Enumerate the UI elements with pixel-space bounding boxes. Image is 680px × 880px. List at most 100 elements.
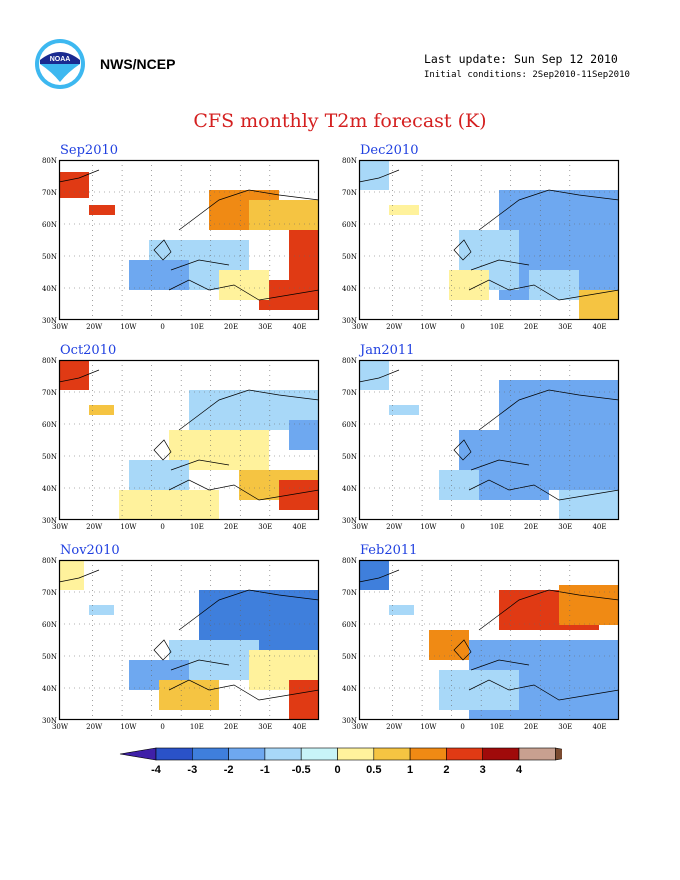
- lat-label: 80N: [42, 357, 57, 365]
- lat-label: 50N: [42, 453, 57, 461]
- lon-label: 20W: [86, 323, 103, 331]
- lat-label: 40N: [342, 485, 357, 493]
- lat-label: 30N: [342, 317, 357, 325]
- lat-label: 50N: [42, 653, 57, 661]
- lat-label: 70N: [342, 589, 357, 597]
- colorbar-segment: [409, 747, 447, 761]
- lon-label: 40E: [292, 723, 306, 731]
- panel-title-dec2010: Dec2010: [360, 143, 419, 158]
- lat-label: 30N: [42, 717, 57, 725]
- colorbar-label: 1: [407, 764, 413, 776]
- anomaly-region: [219, 270, 269, 300]
- colorbar: -4 -3 -2 -1 -0.5 0 0.5 1 2 3 4: [119, 747, 562, 776]
- lon-label: 0: [460, 323, 464, 331]
- lon-label: 30W: [352, 723, 369, 731]
- coastline: [58, 569, 320, 701]
- map-frame: [58, 559, 320, 721]
- lat-label: 70N: [42, 189, 57, 197]
- lon-label: 20W: [86, 523, 103, 531]
- lon-label: 0: [160, 323, 164, 331]
- anomaly-region: [59, 360, 89, 390]
- lon-label: 30E: [558, 323, 572, 331]
- lon-label: 40E: [292, 523, 306, 531]
- colorbar-label: -1: [260, 764, 270, 776]
- lon-label: 20E: [224, 323, 238, 331]
- colorbar-segment: [228, 747, 266, 761]
- lon-label: 10W: [420, 723, 437, 731]
- anomaly-region: [129, 260, 189, 290]
- lat-label: 70N: [342, 189, 357, 197]
- anomaly-region: [449, 270, 489, 300]
- lat-label: 70N: [42, 389, 57, 397]
- lat-label: 40N: [342, 285, 357, 293]
- anomaly-region: [289, 420, 319, 450]
- colorbar-label: -0.5: [292, 764, 311, 776]
- colorbar-label: -2: [224, 764, 234, 776]
- lat-label: 80N: [342, 157, 357, 165]
- anomaly-region: [439, 470, 479, 500]
- anomaly-region: [359, 560, 389, 590]
- lon-label: 10W: [420, 523, 437, 531]
- anomaly-region: [579, 290, 619, 320]
- anomaly-region: [389, 205, 419, 215]
- colorbar-label: -4: [151, 764, 162, 776]
- lat-label: 40N: [42, 285, 57, 293]
- lon-label: 20W: [386, 723, 403, 731]
- lon-label: 30W: [352, 523, 369, 531]
- colorbar-label: -3: [187, 764, 197, 776]
- anomaly-region: [249, 200, 319, 230]
- anomaly-region: [89, 205, 115, 215]
- anomaly-region: [389, 605, 414, 615]
- colorbar-label: 3: [480, 764, 486, 776]
- lon-label: 40E: [592, 723, 606, 731]
- anomaly-region: [529, 270, 579, 300]
- lon-label: 20W: [386, 523, 403, 531]
- lon-label: 30W: [52, 323, 69, 331]
- lon-label: 10E: [190, 723, 204, 731]
- lat-label: 70N: [342, 389, 357, 397]
- anomaly-region: [439, 670, 519, 710]
- coastline: [358, 569, 620, 701]
- lon-label: 0: [460, 723, 464, 731]
- lat-label: 50N: [42, 253, 57, 261]
- anomaly-region: [289, 680, 319, 720]
- colorbar-segment: [482, 747, 520, 761]
- agency-label: NWS/NCEP: [100, 56, 176, 72]
- map-frame: [358, 159, 620, 321]
- noaa-logo-icon: NOAA: [35, 39, 85, 89]
- lon-label: 10E: [490, 723, 504, 731]
- last-update-text: Last update: Sun Sep 12 2010: [424, 52, 618, 66]
- panel-title-sep2010: Sep2010: [60, 143, 119, 158]
- lon-label: 20W: [86, 723, 103, 731]
- lat-label: 30N: [342, 517, 357, 525]
- svg-text:NOAA: NOAA: [50, 56, 71, 63]
- colorbar-segment: [155, 747, 193, 761]
- anomaly-region: [389, 405, 419, 415]
- colorbar-segment: [554, 747, 562, 761]
- lon-label: 30W: [52, 723, 69, 731]
- anomaly-region: [559, 585, 619, 625]
- coastline: [358, 169, 620, 301]
- lat-label: 60N: [342, 221, 357, 229]
- lon-label: 0: [460, 523, 464, 531]
- coastline: [58, 169, 320, 301]
- lat-label: 60N: [42, 421, 57, 429]
- anomaly-region: [89, 405, 114, 415]
- lat-label: 60N: [342, 621, 357, 629]
- lat-label: 70N: [42, 589, 57, 597]
- lat-label: 40N: [42, 685, 57, 693]
- anomaly-region: [59, 560, 84, 590]
- map-frame: [358, 559, 620, 721]
- lat-label: 80N: [42, 557, 57, 565]
- lat-label: 80N: [342, 557, 357, 565]
- lat-label: 50N: [342, 453, 357, 461]
- lon-label: 30E: [558, 523, 572, 531]
- anomaly-region: [89, 605, 114, 615]
- map-frame: [58, 359, 320, 521]
- lat-label: 30N: [42, 317, 57, 325]
- lon-label: 30E: [258, 523, 272, 531]
- lon-label: 10E: [190, 323, 204, 331]
